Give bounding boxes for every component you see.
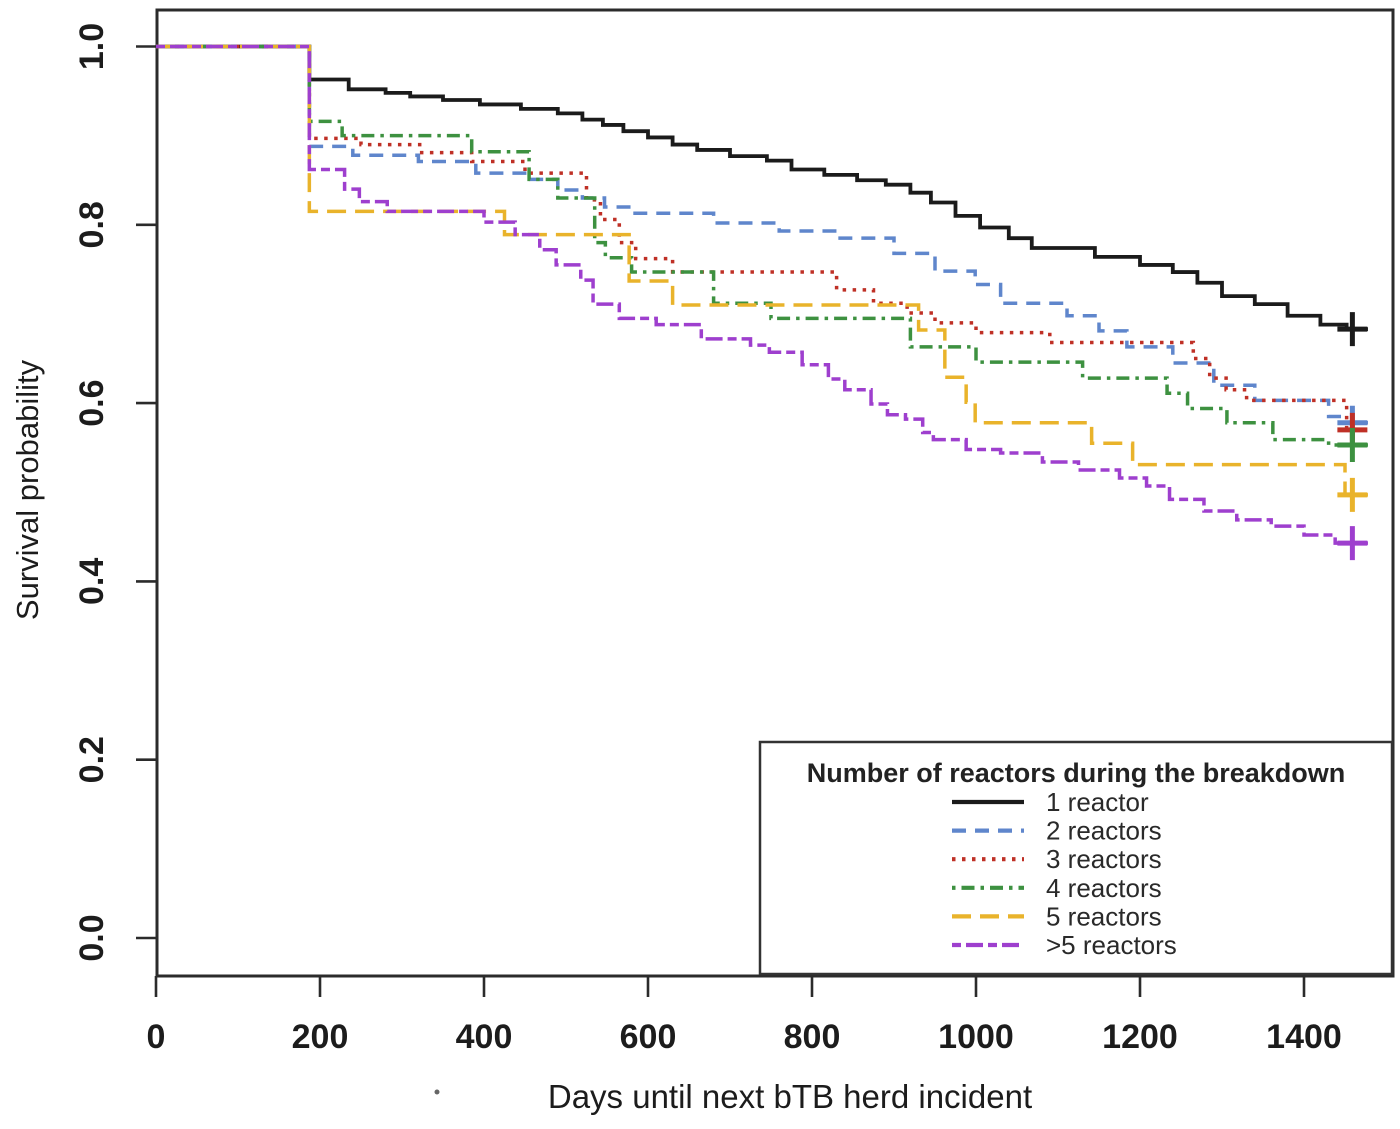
x-tick-label: 600 <box>620 1018 677 1056</box>
censor-mark-5-reactors <box>1337 477 1368 512</box>
censor-mark-4-reactors <box>1337 428 1368 462</box>
x-axis: 0 200 400 600 800 1000 1200 1400 <box>147 976 1342 1056</box>
legend-box <box>758 740 1394 976</box>
y-axis-title: Survival probability <box>10 359 45 620</box>
x-axis-title: Days until next bTB herd incident <box>548 1078 1032 1115</box>
curve-2-reactors <box>156 44 1368 425</box>
y-tick-label: 0.8 <box>73 201 111 248</box>
legend-entry-label: 3 reactors <box>1046 844 1162 874</box>
survival-curves <box>156 44 1368 561</box>
x-tick-label: 0 <box>147 1018 166 1056</box>
y-tick-label: 0.6 <box>73 379 111 426</box>
legend-entry-label: 2 reactors <box>1046 816 1162 846</box>
y-tick-label: 0.4 <box>73 558 111 605</box>
curve-1-reactor <box>156 44 1368 332</box>
plot-border <box>155 8 1395 978</box>
curve-4-reactors <box>156 44 1368 447</box>
x-tick-label: 200 <box>292 1018 349 1056</box>
curve--5-reactors <box>156 44 1368 545</box>
y-tick-label: 1.0 <box>73 23 111 70</box>
curve-5-reactors <box>156 44 1368 497</box>
legend-entry-label: 4 reactors <box>1046 873 1162 903</box>
x-tick-label: 1400 <box>1266 1018 1342 1056</box>
x-tick-label: 1000 <box>938 1018 1014 1056</box>
curve-3-reactors <box>156 44 1368 432</box>
x-tick-label: 400 <box>456 1018 513 1056</box>
y-axis: 0.0 0.2 0.4 0.6 0.8 1.0 <box>73 23 157 962</box>
y-tick-label: 0.0 <box>73 914 111 961</box>
y-tick-label: 0.2 <box>73 736 111 783</box>
x-tick-label: 800 <box>784 1018 841 1056</box>
legend-entry-label: >5 reactors <box>1046 930 1177 960</box>
x-tick-label: 1200 <box>1102 1018 1178 1056</box>
legend-entry-label: 1 reactor <box>1046 787 1149 817</box>
legend-title: Number of reactors during the breakdown <box>807 758 1346 788</box>
censor-mark--5-reactors <box>1337 526 1368 561</box>
censor-mark-1-reactor <box>1337 312 1368 347</box>
legend: Number of reactors during the breakdown … <box>758 740 1394 976</box>
legend-entry-label: 5 reactors <box>1046 901 1162 931</box>
speck-artifact <box>434 1089 440 1095</box>
